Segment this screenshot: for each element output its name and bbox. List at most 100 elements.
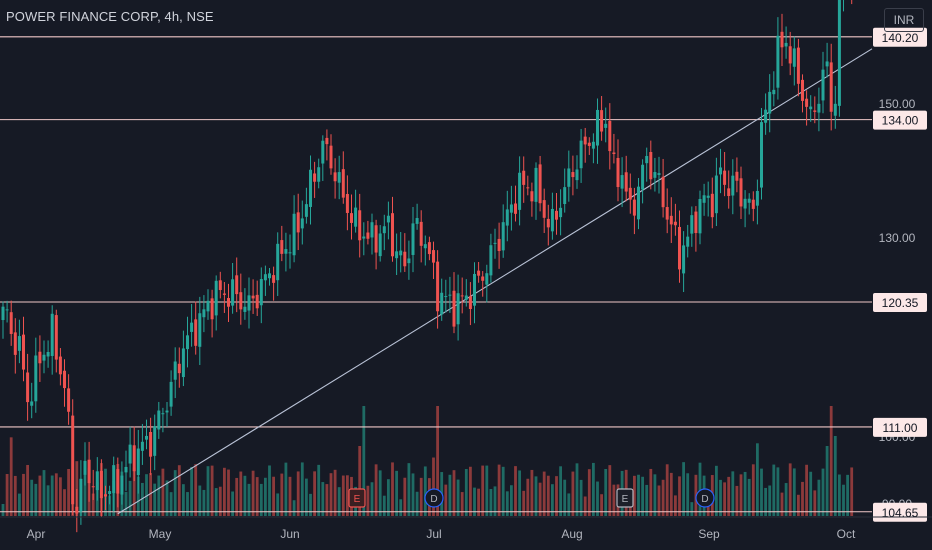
- candle: [772, 71, 776, 107]
- volume-bar: [563, 479, 567, 516]
- candle: [206, 289, 210, 320]
- candle: [809, 95, 813, 122]
- volume-bar: [743, 471, 747, 516]
- candle: [288, 234, 292, 269]
- candle: [145, 419, 148, 450]
- candle: [218, 271, 222, 299]
- candle: [423, 235, 427, 266]
- candle: [669, 197, 673, 244]
- candle: [5, 300, 9, 323]
- volume-bar: [300, 462, 304, 516]
- candle: [255, 280, 259, 316]
- volume-bar: [788, 463, 792, 516]
- time-tick-label: Apr: [27, 527, 46, 541]
- volume-bar: [251, 470, 255, 516]
- volume-bar: [633, 475, 636, 516]
- candle: [563, 168, 567, 213]
- candle: [177, 347, 181, 388]
- volume-bar: [817, 479, 821, 516]
- candle: [464, 279, 468, 307]
- currency-button[interactable]: INR: [884, 8, 924, 32]
- candle: [276, 232, 280, 296]
- candle: [321, 135, 325, 181]
- volume-bar: [83, 464, 87, 516]
- candle: [657, 156, 661, 194]
- volume-bar: [13, 475, 17, 516]
- candle: [567, 150, 571, 202]
- volume-bar: [141, 482, 144, 516]
- candle: [386, 201, 390, 240]
- volume-bar: [542, 471, 546, 516]
- volume-bar: [436, 406, 439, 516]
- candle: [624, 155, 628, 202]
- candles: [1, 0, 853, 533]
- volume-bar: [239, 471, 243, 516]
- candle: [87, 441, 91, 502]
- volume-bar: [501, 466, 505, 516]
- support-resistance-lines: [0, 36, 872, 513]
- volume-bar: [136, 476, 140, 516]
- candle: [136, 429, 140, 494]
- level-price-label: 140.20: [873, 27, 927, 47]
- candle: [843, 0, 844, 12]
- candle: [235, 257, 239, 313]
- candle: [509, 185, 513, 231]
- candle: [202, 295, 206, 333]
- volume-bar: [157, 475, 161, 516]
- price-axis: 90.00100.00130.00150.00160.00144.20140.2…: [873, 27, 927, 522]
- event-marker: E: [348, 488, 366, 508]
- volume-bar: [284, 462, 288, 516]
- volume-bar: [559, 466, 562, 516]
- candle: [366, 220, 370, 245]
- time-tick-label: Oct: [837, 527, 856, 541]
- volume-bar: [797, 494, 800, 516]
- volume-bar: [296, 471, 300, 516]
- candle: [83, 442, 87, 486]
- candle: [259, 267, 263, 324]
- event-label: E: [354, 494, 361, 505]
- candle: [26, 353, 30, 421]
- candle: [776, 17, 780, 100]
- volume-bar: [838, 474, 841, 516]
- candle: [165, 402, 169, 427]
- volume-bar: [825, 446, 829, 516]
- candle: [550, 192, 554, 240]
- candle: [30, 382, 34, 419]
- volume-bar: [54, 473, 58, 516]
- candle: [805, 90, 809, 126]
- volume-bar: [739, 474, 743, 516]
- candle: [116, 457, 120, 508]
- volume-bar: [497, 464, 501, 516]
- candle: [345, 175, 349, 231]
- volume-bar: [18, 493, 21, 516]
- trendline: [117, 48, 873, 515]
- volume-bar: [313, 471, 316, 516]
- volume-bar: [505, 491, 509, 516]
- candle: [604, 107, 608, 143]
- volume-bar: [321, 482, 325, 516]
- candle: [596, 98, 599, 164]
- volume-bar: [26, 464, 29, 516]
- level-price-label: 111.00: [873, 417, 927, 437]
- volume-bar: [374, 464, 378, 516]
- volume-bar: [575, 463, 579, 516]
- candle: [743, 190, 747, 228]
- candle: [304, 187, 308, 224]
- candle: [149, 417, 153, 476]
- candle: [75, 488, 79, 533]
- candle: [628, 173, 632, 214]
- candle: [411, 207, 415, 273]
- candle: [79, 460, 83, 525]
- candle: [694, 206, 698, 252]
- candle: [784, 26, 788, 59]
- volume-bar: [772, 464, 776, 516]
- candle: [239, 273, 243, 325]
- candle: [514, 185, 517, 222]
- volume-bar: [760, 468, 763, 516]
- candle: [723, 152, 727, 197]
- candle: [104, 485, 107, 511]
- candle: [169, 370, 173, 416]
